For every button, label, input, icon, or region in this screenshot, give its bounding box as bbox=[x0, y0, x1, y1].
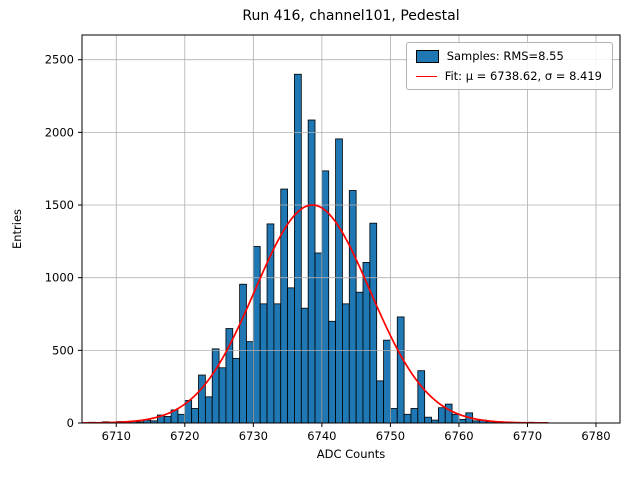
histogram-bar bbox=[177, 413, 186, 423]
histogram-bar bbox=[458, 418, 467, 423]
x-tick-label: 6710 bbox=[102, 429, 131, 443]
histogram-bar bbox=[246, 341, 254, 423]
x-tick-label: 6720 bbox=[170, 429, 199, 443]
histogram-bar bbox=[259, 303, 268, 423]
x-tick-label: 6730 bbox=[239, 429, 268, 443]
histogram-bar bbox=[369, 222, 378, 423]
histogram-bar bbox=[451, 413, 460, 423]
histogram-bar bbox=[218, 367, 227, 423]
x-tick-label: 6770 bbox=[513, 429, 542, 443]
histogram-bar bbox=[294, 73, 302, 423]
histogram-bar bbox=[287, 287, 295, 423]
histogram-bar bbox=[314, 252, 323, 423]
histogram-bar bbox=[355, 291, 364, 423]
histogram-bar bbox=[300, 307, 309, 423]
histogram-bar bbox=[437, 407, 446, 423]
legend-item-samples: Samples: RMS=8.55 bbox=[415, 49, 602, 63]
y-tick-label: 2000 bbox=[45, 125, 74, 139]
y-tick-label: 1500 bbox=[45, 198, 74, 212]
legend-fit-label: Fit: μ = 6738.62, σ = 8.419 bbox=[444, 69, 602, 83]
histogram-bar bbox=[444, 403, 453, 423]
y-axis-label: Entries bbox=[10, 208, 24, 250]
histogram bbox=[82, 73, 549, 423]
histogram-bar bbox=[328, 320, 336, 423]
histogram-bar bbox=[335, 138, 343, 423]
histogram-bar bbox=[191, 408, 199, 423]
chart-title: Run 416, channel101, Pedestal bbox=[242, 8, 460, 24]
x-axis-label: ADC Counts bbox=[316, 447, 386, 461]
histogram-bar bbox=[252, 246, 261, 423]
x-tick-label: 6740 bbox=[307, 429, 336, 443]
y-tick-label: 2500 bbox=[45, 53, 74, 67]
y-tick-label: 1000 bbox=[45, 271, 74, 285]
histogram-bar bbox=[163, 416, 172, 423]
x-tick-label: 6780 bbox=[581, 429, 610, 443]
histogram-bar bbox=[280, 188, 288, 423]
histogram-bar bbox=[417, 370, 426, 423]
legend: Samples: RMS=8.55 Fit: μ = 6738.62, σ = … bbox=[405, 42, 613, 90]
histogram-bar bbox=[390, 408, 398, 423]
y-tick-label: 0 bbox=[67, 416, 74, 430]
histogram-bar bbox=[198, 374, 206, 423]
histogram-bar bbox=[342, 303, 350, 423]
histogram-bar bbox=[410, 408, 419, 423]
x-tick-label: 6760 bbox=[444, 429, 473, 443]
histogram-bar bbox=[403, 413, 412, 423]
histogram-bar bbox=[348, 190, 357, 423]
histogram-bar bbox=[307, 119, 316, 423]
fit-line-swatch-icon bbox=[415, 75, 437, 77]
y-tick-label: 500 bbox=[52, 343, 74, 357]
fit-curve bbox=[82, 204, 549, 423]
histogram-bar bbox=[376, 380, 384, 423]
histogram-bar bbox=[396, 316, 405, 423]
histogram-bar bbox=[211, 348, 220, 423]
legend-item-fit: Fit: μ = 6738.62, σ = 8.419 bbox=[415, 69, 602, 83]
histogram-bar bbox=[204, 396, 213, 423]
histogram-swatch-icon bbox=[415, 49, 439, 63]
histogram-bar bbox=[424, 416, 432, 423]
histogram-bar bbox=[383, 339, 391, 423]
histogram-bar bbox=[239, 283, 247, 423]
legend-samples-label: Samples: RMS=8.55 bbox=[446, 49, 564, 63]
x-tick-label: 6750 bbox=[376, 429, 405, 443]
histogram-bar bbox=[273, 303, 282, 423]
histogram-bar bbox=[232, 357, 241, 423]
axes-frame bbox=[81, 34, 621, 424]
